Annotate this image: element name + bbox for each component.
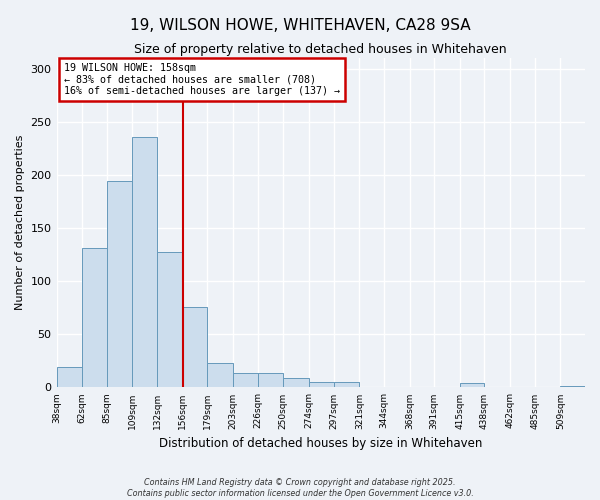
Bar	[460, 383, 484, 388]
Bar	[257, 372, 283, 388]
X-axis label: Distribution of detached houses by size in Whitehaven: Distribution of detached houses by size …	[159, 437, 482, 450]
Bar	[107, 182, 133, 388]
Title: Size of property relative to detached houses in Whitehaven: Size of property relative to detached ho…	[134, 42, 507, 56]
Bar	[208, 363, 233, 388]
Text: 19 WILSON HOWE: 158sqm
← 83% of detached houses are smaller (708)
16% of semi-de: 19 WILSON HOWE: 158sqm ← 83% of detached…	[64, 63, 340, 96]
Y-axis label: Number of detached properties: Number of detached properties	[15, 135, 25, 310]
Bar	[56, 367, 82, 388]
Bar	[82, 248, 107, 388]
Bar	[133, 136, 157, 388]
Bar	[334, 382, 359, 388]
Text: 19, WILSON HOWE, WHITEHAVEN, CA28 9SA: 19, WILSON HOWE, WHITEHAVEN, CA28 9SA	[130, 18, 470, 32]
Text: Contains HM Land Registry data © Crown copyright and database right 2025.
Contai: Contains HM Land Registry data © Crown c…	[127, 478, 473, 498]
Bar	[233, 372, 257, 388]
Bar	[283, 378, 309, 388]
Bar	[157, 252, 183, 388]
Bar	[183, 306, 208, 388]
Bar	[309, 382, 334, 388]
Bar	[560, 386, 585, 388]
